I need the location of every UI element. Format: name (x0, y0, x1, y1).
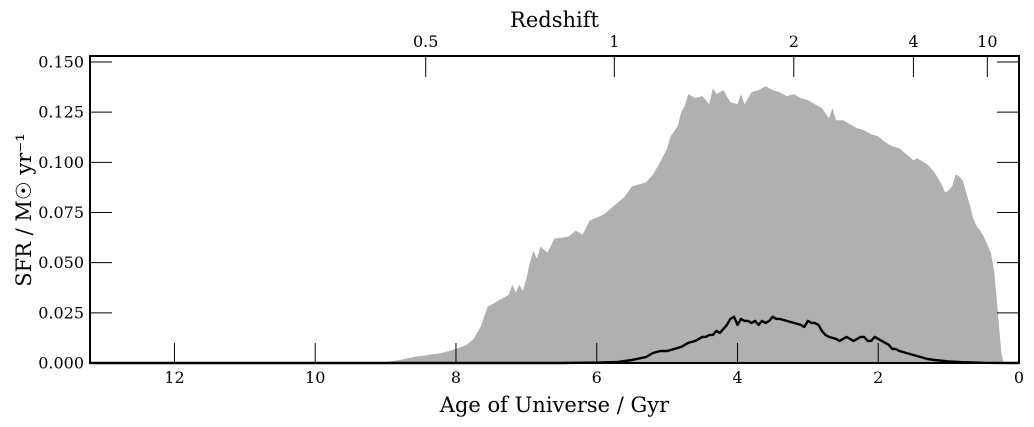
x-tick-label: 2 (873, 368, 883, 387)
y-tick-label: 0.125 (38, 103, 84, 122)
y-axis-title: SFR / M☉ yr⁻¹ (12, 133, 36, 287)
redshift-tick-label: 10 (977, 32, 997, 51)
y-tick-label: 0.000 (38, 354, 84, 373)
x-tick-label: 6 (592, 368, 602, 387)
plot-area (90, 86, 1020, 365)
tick-marks (90, 56, 1020, 364)
y-tick-label: 0.075 (38, 203, 84, 222)
redshift-tick-label: 4 (908, 32, 918, 51)
x-tick-label: 10 (305, 368, 325, 387)
x-tick-label: 4 (732, 368, 742, 387)
series-area-total (90, 86, 1004, 363)
y-tick-label: 0.025 (38, 303, 84, 322)
series-line-component (90, 315, 1020, 365)
top-axis-title: Redshift (510, 8, 599, 32)
x-tick-label: 8 (451, 368, 461, 387)
tick-labels: 12 10 8 6 4 2 00.0000.0250.0500.0750.1000.1250… (38, 32, 1024, 387)
plot-frame (89, 55, 1020, 364)
x-tick-label: 12 (164, 368, 184, 387)
x-tick-label: 0 (1014, 368, 1024, 387)
x-axis-title: Age of Universe / Gyr (439, 393, 670, 417)
redshift-tick-label: 2 (789, 32, 799, 51)
redshift-tick-label: 0.5 (413, 32, 438, 51)
y-tick-label: 0.100 (38, 153, 84, 172)
redshift-tick-label: 1 (609, 32, 619, 51)
y-tick-label: 0.150 (38, 53, 84, 72)
y-tick-label: 0.050 (38, 253, 84, 272)
